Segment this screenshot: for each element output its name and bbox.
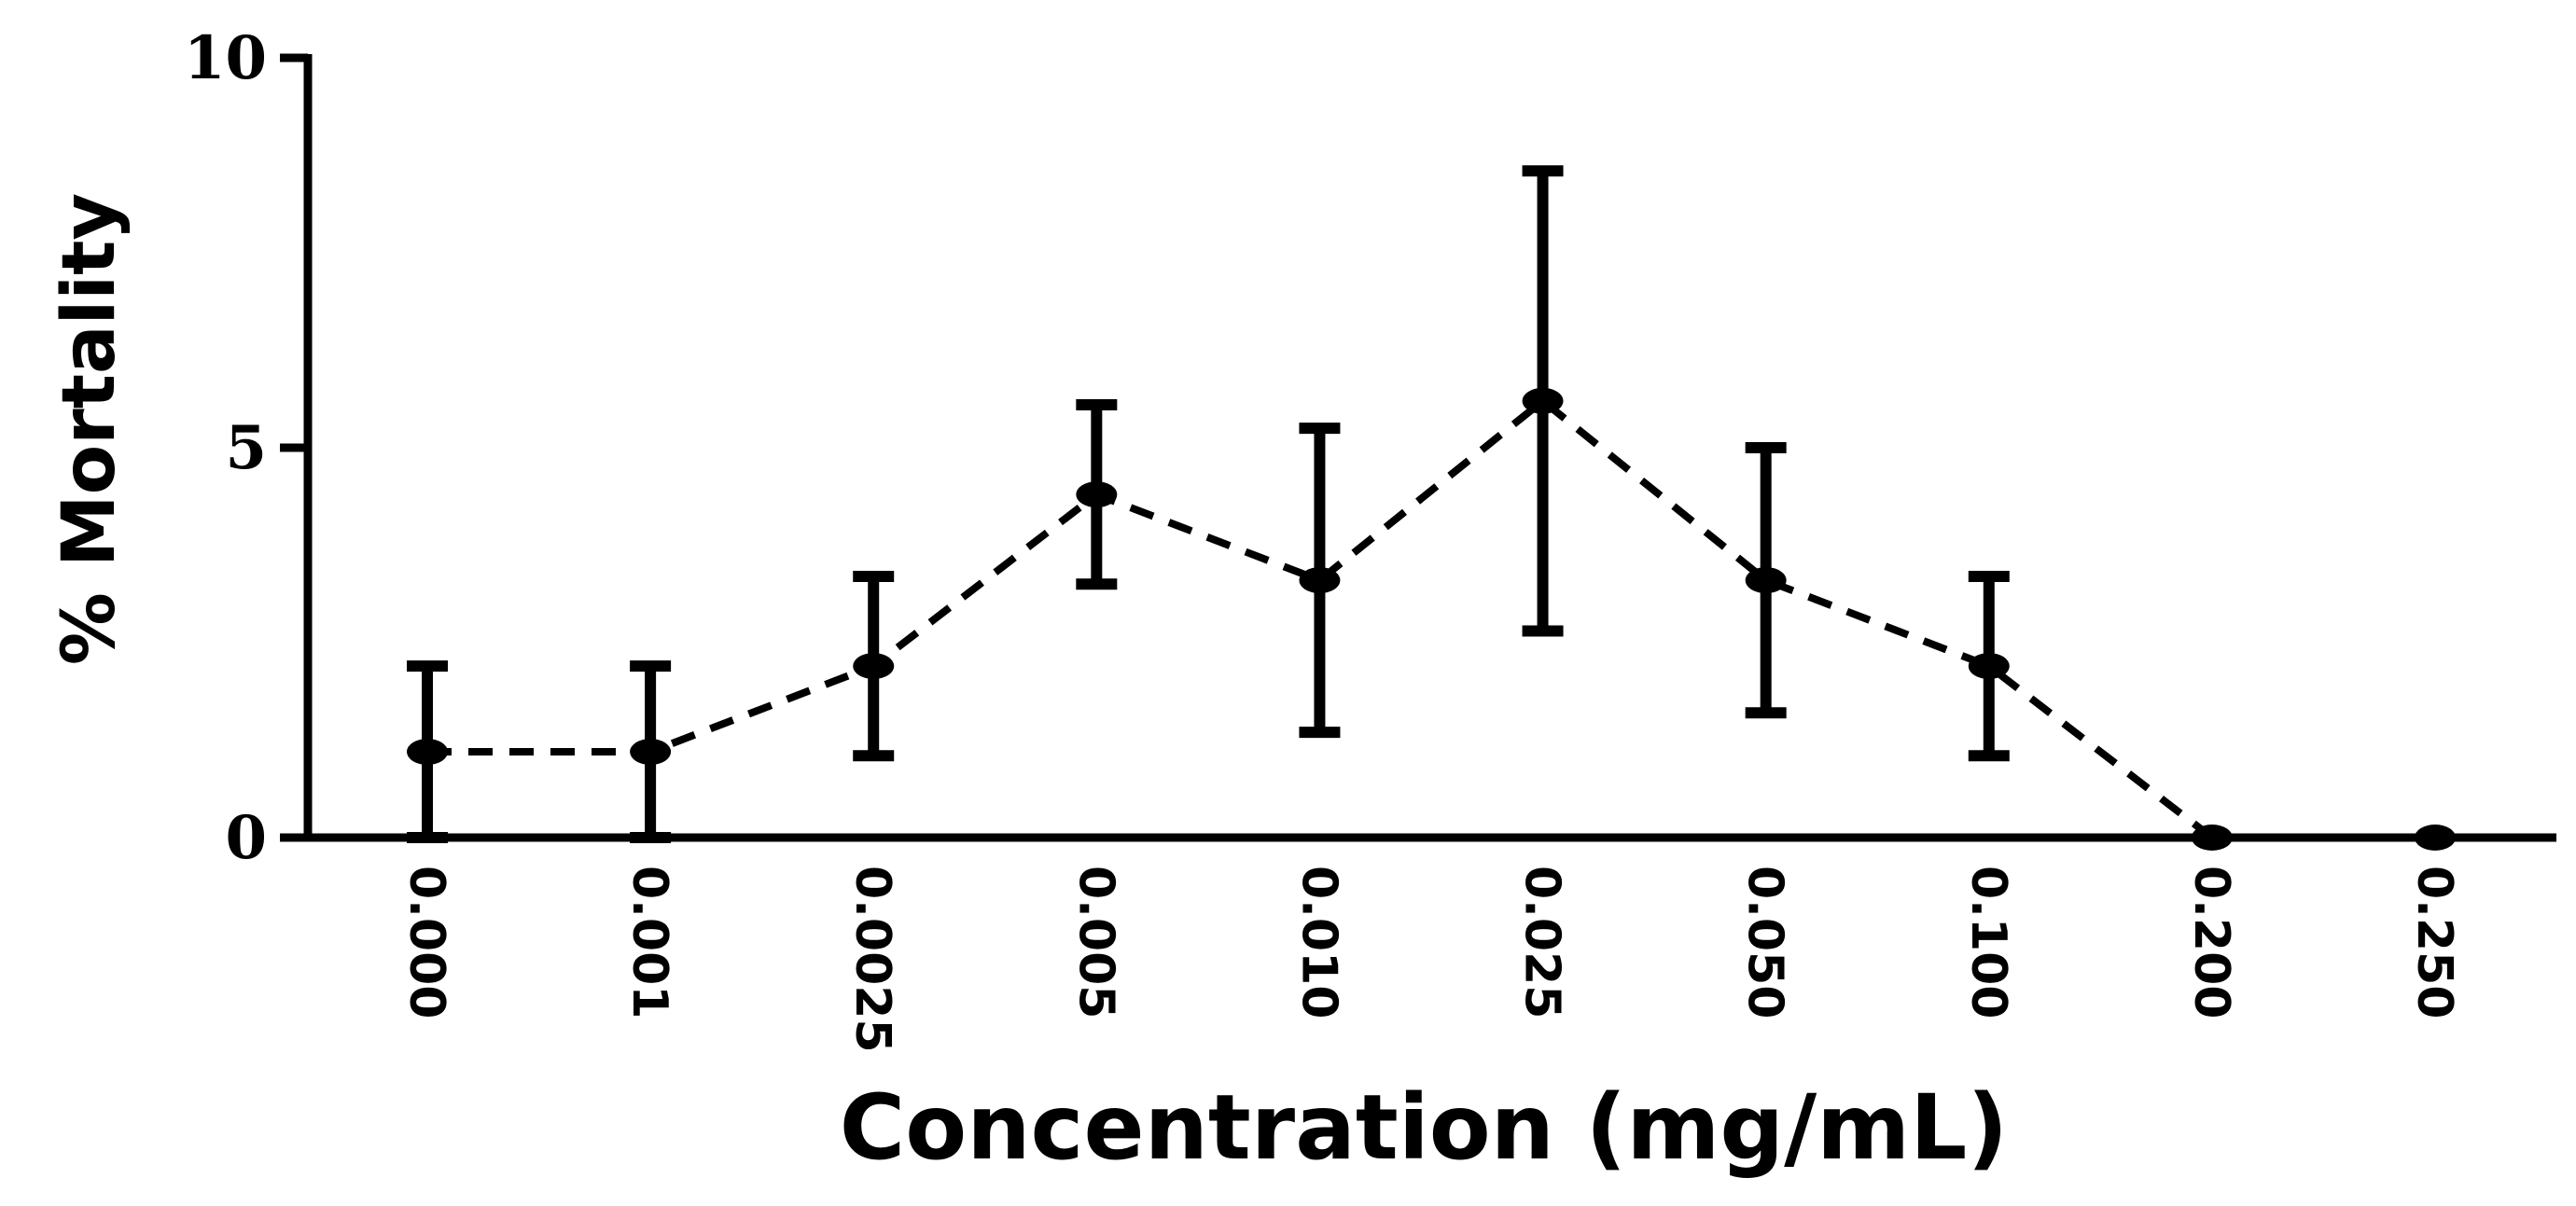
data-point — [1968, 653, 2010, 680]
x-tick-label: 0.025 — [1514, 866, 1570, 1019]
data-point — [1299, 567, 1341, 594]
x-axis-title: Concentration (mg/mL) — [840, 1075, 2008, 1180]
y-axis-title: % Mortality — [48, 193, 132, 666]
y-tick-labels: 0 5 10 — [184, 23, 267, 873]
x-tick-label: 0.0025 — [844, 866, 900, 1053]
data-point — [2415, 825, 2456, 851]
series-layer — [407, 165, 2456, 851]
data-point — [2191, 825, 2233, 851]
y-tick-label: 0 — [225, 803, 267, 873]
x-tick-label: 0.000 — [398, 866, 454, 1019]
data-point — [407, 739, 448, 766]
axes — [280, 53, 2556, 842]
x-tick-label: 0.005 — [1067, 866, 1123, 1019]
y-tick-label: 10 — [184, 23, 267, 93]
x-tick-label: 0.250 — [2406, 866, 2462, 1019]
x-tick-labels: 0.000 0.001 0.0025 0.005 0.010 0.025 0.050 0.10… — [398, 866, 2462, 1053]
y-tick-label: 5 — [225, 413, 267, 483]
x-tick-label: 0.010 — [1290, 866, 1346, 1019]
x-tick-label: 0.050 — [1737, 866, 1793, 1019]
data-point — [1076, 481, 1118, 508]
data-point — [1522, 387, 1564, 414]
x-tick-label: 0.100 — [1960, 866, 2016, 1019]
series-line — [427, 395, 2435, 841]
x-tick-label: 0.200 — [2183, 866, 2239, 1019]
data-point — [630, 739, 672, 766]
data-point — [853, 653, 895, 680]
x-tick-label: 0.001 — [621, 866, 677, 1019]
data-point — [1745, 567, 1787, 594]
